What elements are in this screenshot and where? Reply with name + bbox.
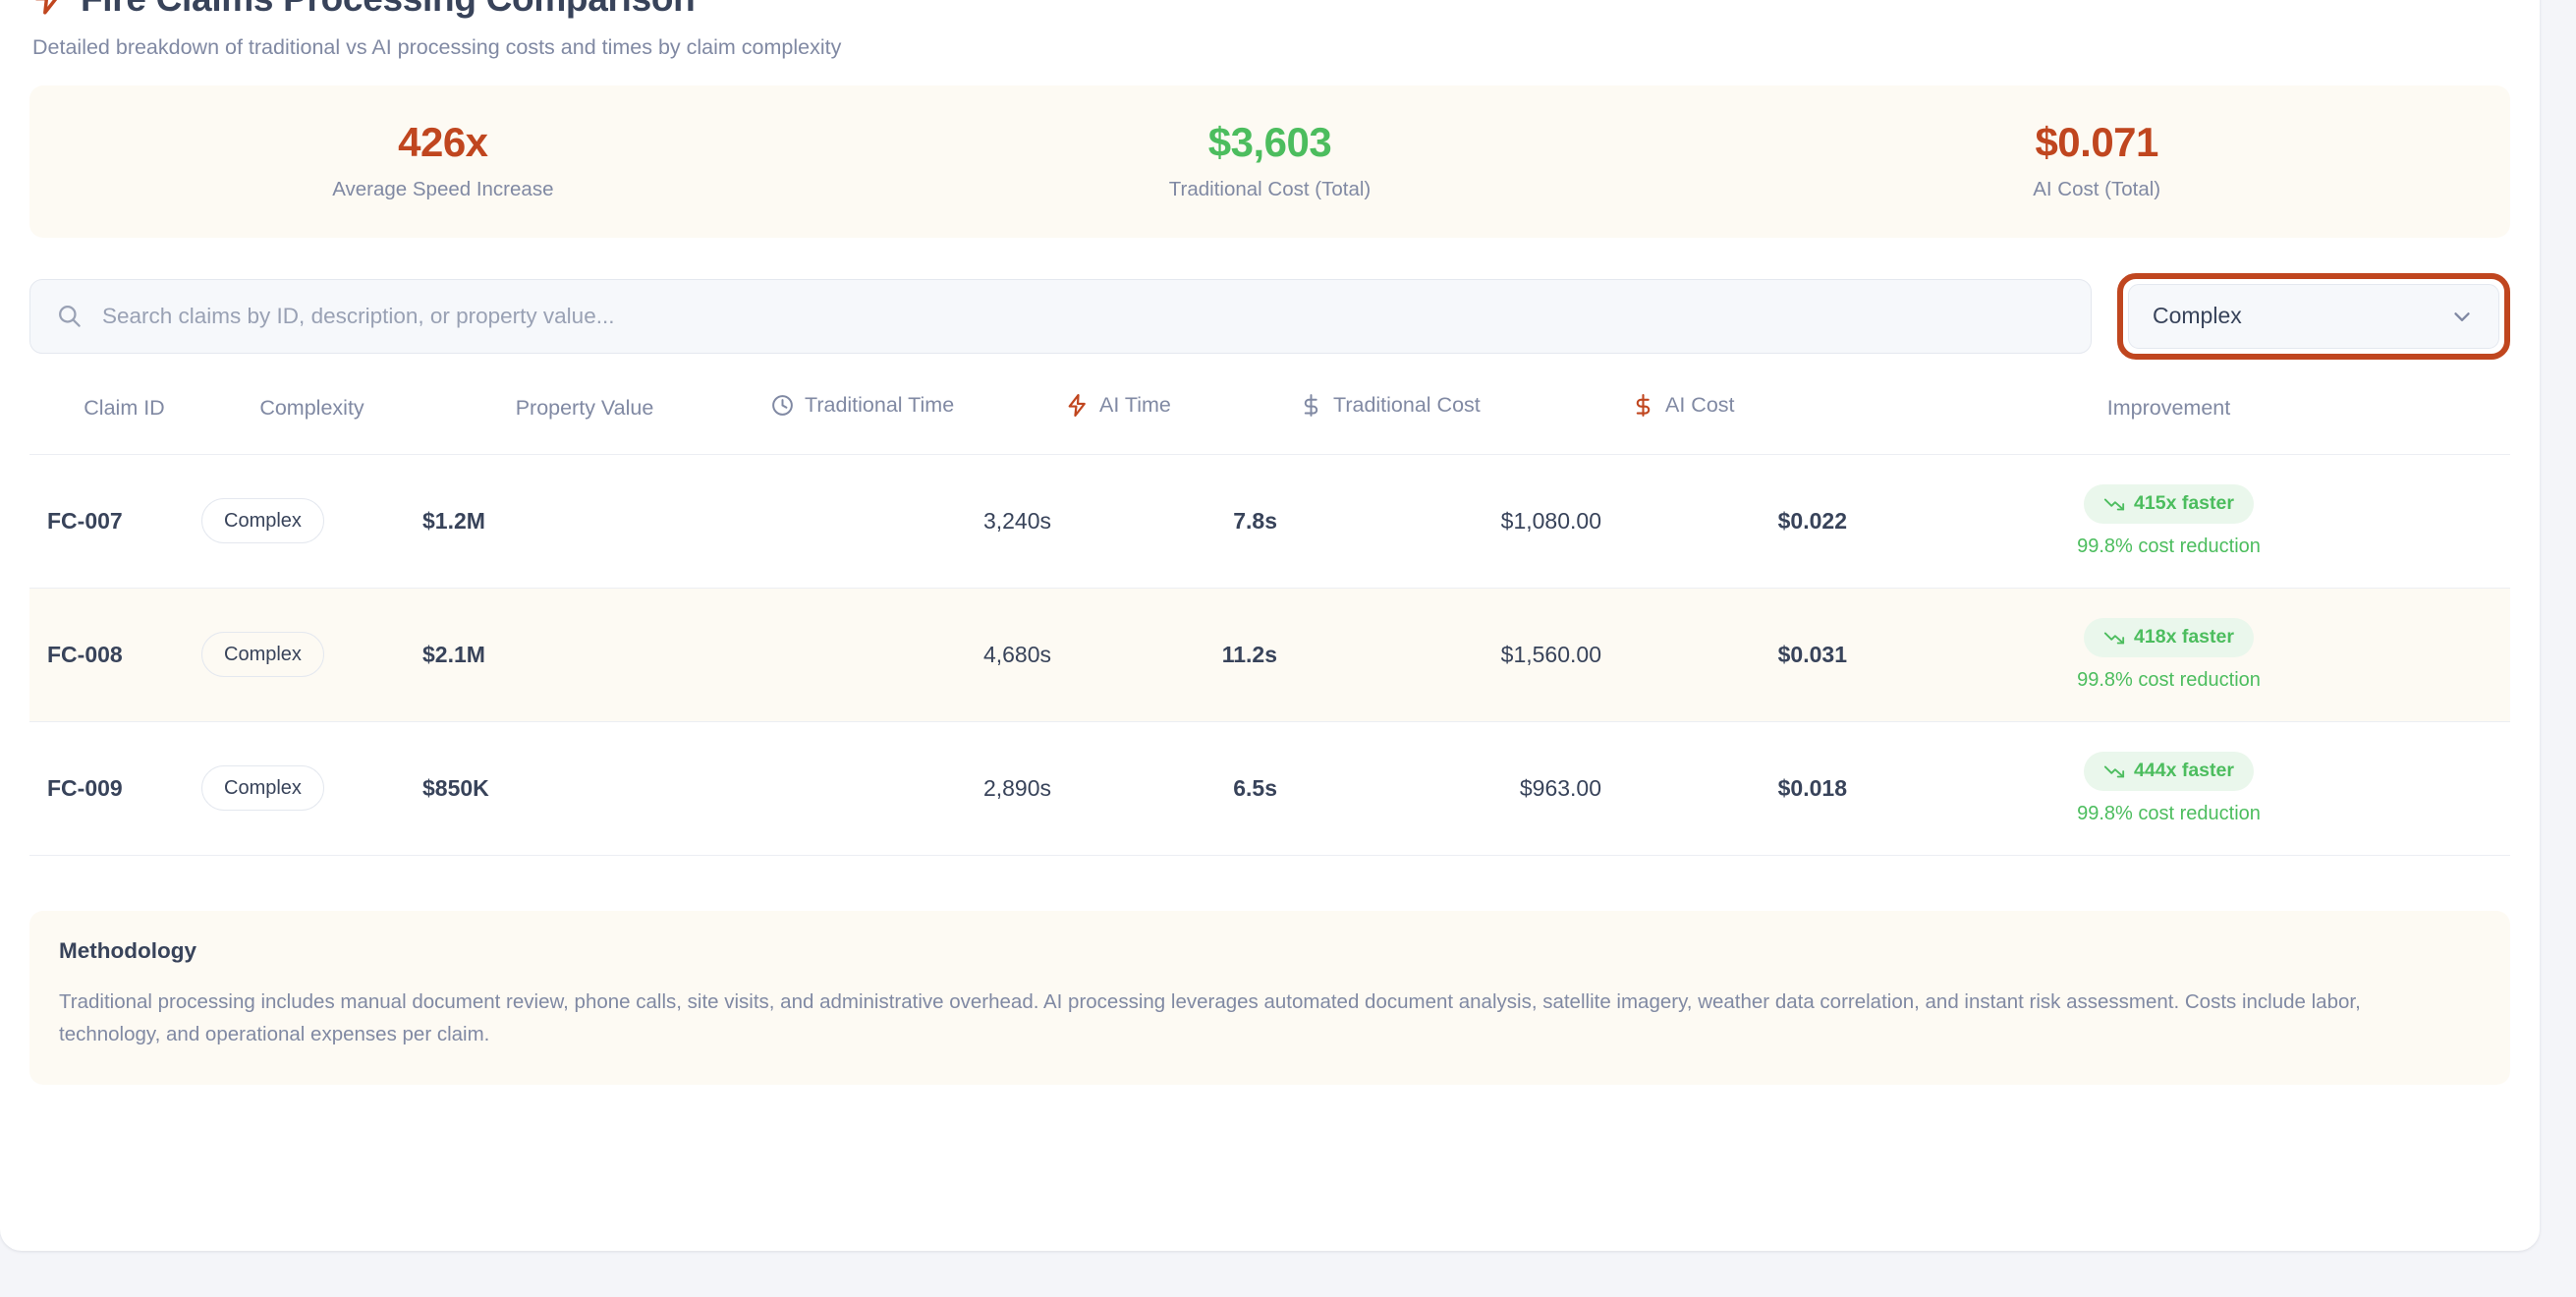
stat-value: $0.071 — [2035, 119, 2158, 166]
column-header-complexity[interactable]: Complexity — [201, 393, 422, 455]
cell-property-value: $1.2M — [422, 454, 747, 589]
improvement-subtext: 99.8% cost reduction — [2077, 535, 2261, 557]
stat-value: $3,603 — [1207, 119, 1332, 166]
dollar-icon — [1636, 393, 1651, 417]
cell-ai-time: 7.8s — [1051, 454, 1277, 589]
chevron-down-icon[interactable] — [2449, 304, 2475, 329]
complexity-filter-select[interactable]: Complex — [2117, 272, 2510, 360]
stat-value: 426x — [398, 119, 488, 166]
cell-ai-cost: $0.018 — [1601, 721, 1847, 856]
column-header-claim-id[interactable]: Claim ID — [29, 393, 201, 455]
cell-traditional-cost: $1,560.00 — [1277, 588, 1601, 722]
methodology-title: Methodology — [59, 937, 196, 963]
column-header-ai-cost[interactable]: AI Cost — [1601, 393, 1847, 455]
table-header: Claim ID Complexity Property Value — [29, 393, 2510, 455]
cell-improvement: 444x faster 99.8% cost reduction — [1847, 721, 2510, 856]
column-label: Complexity — [259, 395, 364, 420]
dollar-icon — [1304, 393, 1318, 417]
cell-complexity: Complex — [201, 454, 422, 589]
lightning-bolt-icon — [1068, 393, 1086, 417]
improvement-badge-label: 418x faster — [2134, 626, 2234, 648]
table-body: FC-007 Complex $1.2M 3,240s 7.8s $1,080.… — [29, 454, 2510, 856]
search-box[interactable] — [29, 278, 2092, 354]
summary-stats-banner: 426x Average Speed Increase $3,603 Tradi… — [29, 85, 2510, 238]
table-row[interactable]: FC-009 Complex $850K 2,890s 6.5s $963.00… — [29, 721, 2510, 856]
cell-traditional-cost: $1,080.00 — [1277, 454, 1601, 589]
table-row[interactable]: FC-008 Complex $2.1M 4,680s 11.2s $1,560… — [29, 588, 2510, 722]
improvement-badge-label: 415x faster — [2134, 492, 2234, 514]
column-label: Property Value — [515, 395, 654, 420]
search-icon — [59, 306, 81, 327]
stat-average-speed-increase: 426x Average Speed Increase — [29, 122, 857, 200]
trending-down-icon — [2103, 765, 2125, 777]
improvement-badge: 444x faster — [2084, 751, 2254, 791]
cell-ai-time: 6.5s — [1051, 721, 1277, 856]
stat-label: Traditional Cost (Total) — [1168, 178, 1372, 201]
page-subtitle: Detailed breakdown of traditional vs AI … — [32, 35, 842, 59]
comparison-card: Fire Claims Processing Comparison Detail… — [0, 0, 2540, 1251]
cell-property-value: $850K — [422, 721, 747, 856]
column-header-traditional-time[interactable]: Traditional Time — [747, 393, 1051, 455]
page-title: Fire Claims Processing Comparison — [81, 0, 696, 17]
card-header: Fire Claims Processing Comparison — [29, 0, 2510, 18]
improvement-badge: 415x faster — [2084, 483, 2254, 524]
methodology-body: Traditional processing includes manual d… — [59, 990, 2361, 1045]
column-label: Claim ID — [84, 395, 165, 420]
complexity-filter-control[interactable]: Complex — [2128, 283, 2499, 349]
stat-ai-cost-total: $0.071 AI Cost (Total) — [1683, 122, 2510, 200]
trending-down-icon — [2103, 498, 2125, 510]
column-label: AI Time — [1099, 392, 1171, 417]
clock-icon — [772, 394, 793, 416]
column-label: Traditional Time — [805, 392, 955, 417]
column-header-ai-time[interactable]: AI Time — [1051, 393, 1277, 455]
cell-ai-cost: $0.031 — [1601, 588, 1847, 722]
cell-ai-time: 11.2s — [1051, 588, 1277, 722]
column-header-traditional-cost[interactable]: Traditional Cost — [1277, 393, 1601, 455]
table-header-row: Claim ID Complexity Property Value — [29, 393, 2510, 455]
search-input[interactable] — [102, 303, 2065, 329]
improvement-subtext: 99.8% cost reduction — [2077, 668, 2261, 691]
lightning-bolt-icon — [35, 0, 58, 15]
complexity-badge: Complex — [201, 498, 324, 543]
column-label: AI Cost — [1665, 392, 1735, 417]
improvement-badge-label: 444x faster — [2134, 760, 2234, 781]
cell-traditional-time: 2,890s — [747, 721, 1051, 856]
column-label: Improvement — [2106, 395, 2231, 420]
table-row[interactable]: FC-007 Complex $1.2M 3,240s 7.8s $1,080.… — [29, 454, 2510, 589]
search-filter-row: Complex — [29, 272, 2510, 360]
cell-traditional-time: 3,240s — [747, 454, 1051, 589]
methodology-panel: Methodology Traditional processing inclu… — [29, 910, 2510, 1085]
complexity-badge: Complex — [201, 765, 324, 811]
stat-traditional-cost-total: $3,603 Traditional Cost (Total) — [857, 122, 1684, 200]
cell-claim-id: FC-008 — [29, 588, 201, 722]
cell-property-value: $2.1M — [422, 588, 747, 722]
cell-complexity: Complex — [201, 721, 422, 856]
cell-ai-cost: $0.022 — [1601, 454, 1847, 589]
stat-label: AI Cost (Total) — [2033, 178, 2161, 201]
trending-down-icon — [2103, 632, 2125, 644]
stat-label: Average Speed Increase — [332, 178, 554, 201]
cell-improvement: 415x faster 99.8% cost reduction — [1847, 454, 2510, 589]
column-label: Traditional Cost — [1333, 392, 1481, 417]
column-header-property-value[interactable]: Property Value — [422, 393, 747, 455]
claims-comparison-table: Claim ID Complexity Property Value — [29, 393, 2510, 856]
cell-claim-id: FC-007 — [29, 454, 201, 589]
cell-improvement: 418x faster 99.8% cost reduction — [1847, 588, 2510, 722]
complexity-badge: Complex — [201, 632, 324, 677]
cell-traditional-time: 4,680s — [747, 588, 1051, 722]
improvement-badge: 418x faster — [2084, 617, 2254, 657]
cell-claim-id: FC-009 — [29, 721, 201, 856]
cell-traditional-cost: $963.00 — [1277, 721, 1601, 856]
column-header-improvement[interactable]: Improvement — [1847, 393, 2510, 455]
complexity-filter-value: Complex — [2153, 303, 2242, 328]
cell-complexity: Complex — [201, 588, 422, 722]
improvement-subtext: 99.8% cost reduction — [2077, 802, 2261, 824]
